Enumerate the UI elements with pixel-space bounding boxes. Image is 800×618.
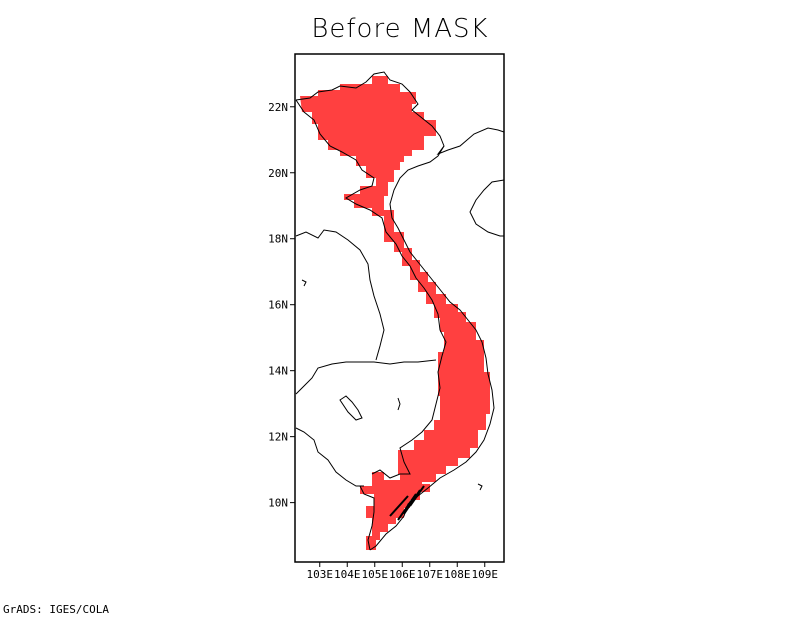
borders [295,71,505,551]
lon-tick-label: 107E [417,568,444,581]
credit-text: GrADS: IGES/COLA [3,603,109,616]
map-title: Before MASK [311,14,489,44]
laos-west-border [295,229,385,361]
thailand-cambodia-border [295,359,437,395]
lat-tick-label: 18N [268,233,288,246]
lon-tick-label: 105E [362,568,389,581]
vietnam-coast [369,145,495,551]
mask-region [300,76,490,550]
lat-tick-label: 14N [268,365,288,378]
river-mouths [389,485,425,521]
lon-tick-label: 109E [472,568,499,581]
gulf-island-1 [397,397,401,411]
lat-axis: 22N 20N 18N 16N 14N 12N 10N [268,101,295,510]
cambodia-west-coast [295,427,364,487]
lat-tick-label: 10N [268,497,288,510]
mekong-delta-coast [359,485,375,551]
lat-tick-label: 12N [268,431,288,444]
tonle-sap [339,395,363,421]
mask-north [300,76,436,224]
lon-tick-label: 108E [444,568,471,581]
lon-tick-label: 106E [389,568,416,581]
lon-tick-label: 103E [307,568,334,581]
lon-axis: 103E 104E 105E 106E 107E 108E 109E [307,562,499,581]
lon-tick-label: 104E [334,568,361,581]
hainan-coast [469,179,505,237]
gulf-island-2 [301,279,307,287]
lat-tick-label: 22N [268,101,288,114]
lat-tick-label: 16N [268,299,288,312]
lat-tick-label: 20N [268,167,288,180]
gulf-island-3 [477,483,483,491]
china-border [295,71,505,156]
map-frame [294,53,505,563]
mask-central [384,224,490,490]
laos-border-north [295,99,447,479]
